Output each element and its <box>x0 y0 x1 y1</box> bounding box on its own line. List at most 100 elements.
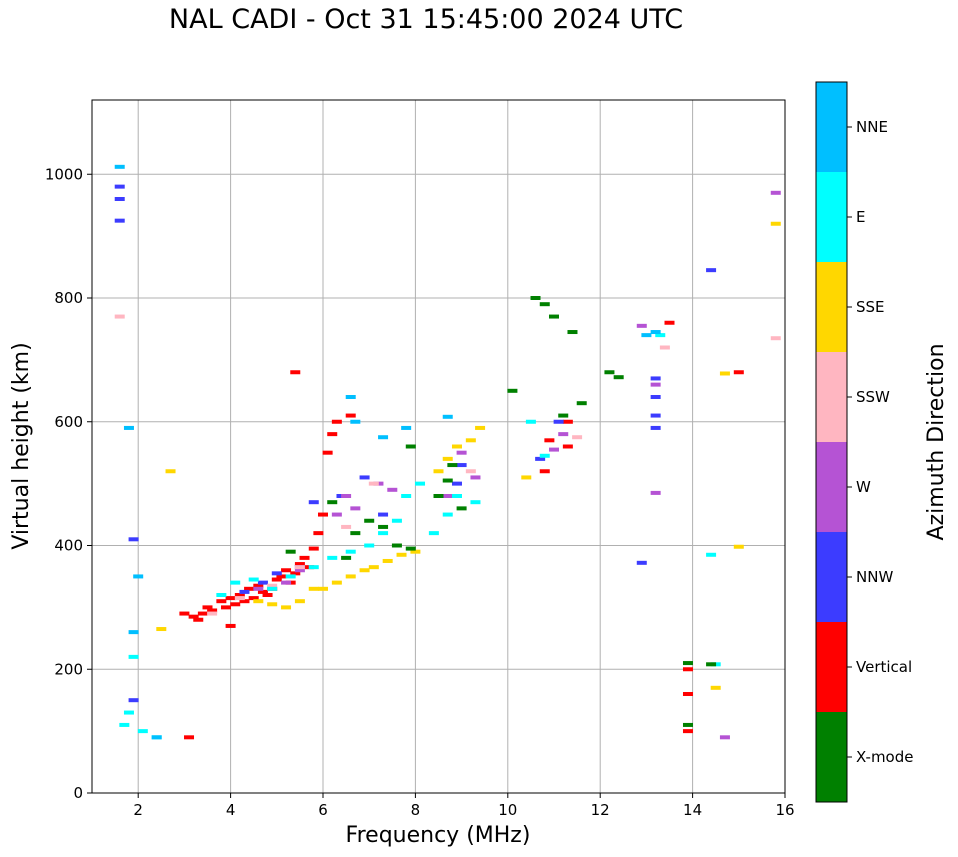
data-point-x-mode <box>567 330 578 335</box>
data-point-nne <box>123 425 134 430</box>
data-point-w <box>558 432 569 437</box>
data-point-vertical <box>308 546 319 551</box>
data-point-x-mode <box>507 388 518 393</box>
data-point-e <box>248 577 259 582</box>
data-point-x-mode <box>576 401 587 406</box>
data-point-vertical <box>234 593 245 597</box>
data-point-nnw <box>650 376 661 381</box>
data-point-vertical <box>184 735 195 740</box>
data-point-nne <box>114 164 125 169</box>
data-point-ssw <box>114 314 125 319</box>
colorbar-segment <box>816 172 847 262</box>
data-point-sse <box>267 602 278 607</box>
data-point-nne <box>345 395 356 399</box>
data-point-sse <box>156 627 167 632</box>
data-point-vertical <box>290 571 301 576</box>
data-point-w <box>456 450 467 455</box>
data-point-e <box>345 549 356 554</box>
data-point-x-mode <box>442 478 453 483</box>
data-point-w <box>470 475 481 480</box>
data-point-sse <box>719 371 730 376</box>
data-point-nne <box>650 330 661 335</box>
x-tick-label: 6 <box>318 801 328 819</box>
data-point-nne <box>350 419 361 424</box>
x-tick-label: 2 <box>133 801 143 819</box>
data-point-vertical <box>248 596 259 601</box>
data-point-sse <box>465 438 476 443</box>
data-point-e <box>308 565 319 570</box>
data-point-x-mode <box>341 555 352 560</box>
data-point-sse <box>442 456 453 461</box>
data-point-sse <box>308 586 319 591</box>
data-point-vertical <box>216 599 227 604</box>
colorbar-tick-label: Vertical <box>856 658 912 676</box>
data-point-sse <box>281 605 292 610</box>
data-point-w <box>341 494 352 498</box>
data-point-nnw <box>650 395 661 399</box>
x-tick-label: 16 <box>775 801 794 819</box>
data-point-nne <box>641 333 652 338</box>
data-point-w <box>294 568 305 573</box>
data-point-vertical <box>562 444 573 449</box>
data-point-x-mode <box>285 549 296 554</box>
data-point-vertical <box>230 602 241 607</box>
data-point-e <box>655 333 666 338</box>
data-point-e <box>216 593 227 597</box>
data-point-vertical <box>193 617 204 622</box>
data-point-w <box>387 487 398 492</box>
data-point-e <box>137 729 148 734</box>
data-point-vertical <box>207 608 218 613</box>
x-tick-label: 12 <box>591 801 610 819</box>
data-point-e <box>285 574 296 579</box>
data-point-vertical <box>257 589 268 594</box>
data-point-vertical <box>179 611 190 616</box>
y-tick-label: 600 <box>54 413 83 431</box>
data-point-vertical <box>539 469 550 474</box>
data-point-nnw <box>535 456 546 461</box>
data-point-x-mode <box>447 463 458 468</box>
data-point-vertical <box>294 562 305 567</box>
data-point-x-mode <box>327 500 338 505</box>
colorbar-frame <box>815 81 848 803</box>
data-point-w <box>636 323 647 328</box>
data-point-sse <box>475 425 486 430</box>
data-point-e <box>428 531 439 536</box>
data-point-nnw <box>650 413 661 418</box>
colorbar-tick-label: X-mode <box>856 748 913 766</box>
data-point-ssw <box>267 583 278 588</box>
data-point-sse <box>733 544 744 549</box>
data-point-sse <box>410 549 421 554</box>
data-point-vertical <box>220 605 231 610</box>
data-point-ssw <box>341 524 352 529</box>
data-point-nne <box>401 425 412 430</box>
data-point-vertical <box>262 593 273 597</box>
data-point-vertical <box>225 623 236 628</box>
data-point-nnw <box>359 475 370 480</box>
data-point-nnw <box>451 481 462 486</box>
data-point-w <box>770 190 781 195</box>
colorbar-tick-label: NNE <box>856 118 888 136</box>
data-point-x-mode <box>433 494 444 498</box>
data-point-nnw <box>114 197 125 201</box>
data-point-x-mode <box>456 506 467 511</box>
data-point-nnw <box>114 218 125 223</box>
x-tick-label: 14 <box>683 801 702 819</box>
data-point-nnw <box>257 580 268 585</box>
data-point-nnw <box>378 512 389 517</box>
colorbar-tick-label: SSW <box>856 388 890 406</box>
data-point-w <box>650 382 661 387</box>
data-point-e <box>706 552 717 557</box>
data-point-vertical <box>271 577 282 582</box>
data-point-w <box>650 490 661 495</box>
colorbar-tick-label: E <box>856 208 865 226</box>
data-point-e <box>442 512 453 517</box>
data-point-ssw <box>659 345 670 350</box>
data-point-sse <box>331 580 342 585</box>
colorbar-tick-label: NNW <box>856 568 893 586</box>
data-point-sse <box>396 552 407 557</box>
data-point-nnw <box>706 268 717 273</box>
data-point-x-mode <box>350 531 361 536</box>
data-point-ssw <box>234 596 245 601</box>
data-point-e <box>525 419 536 424</box>
data-point-vertical <box>733 370 744 375</box>
